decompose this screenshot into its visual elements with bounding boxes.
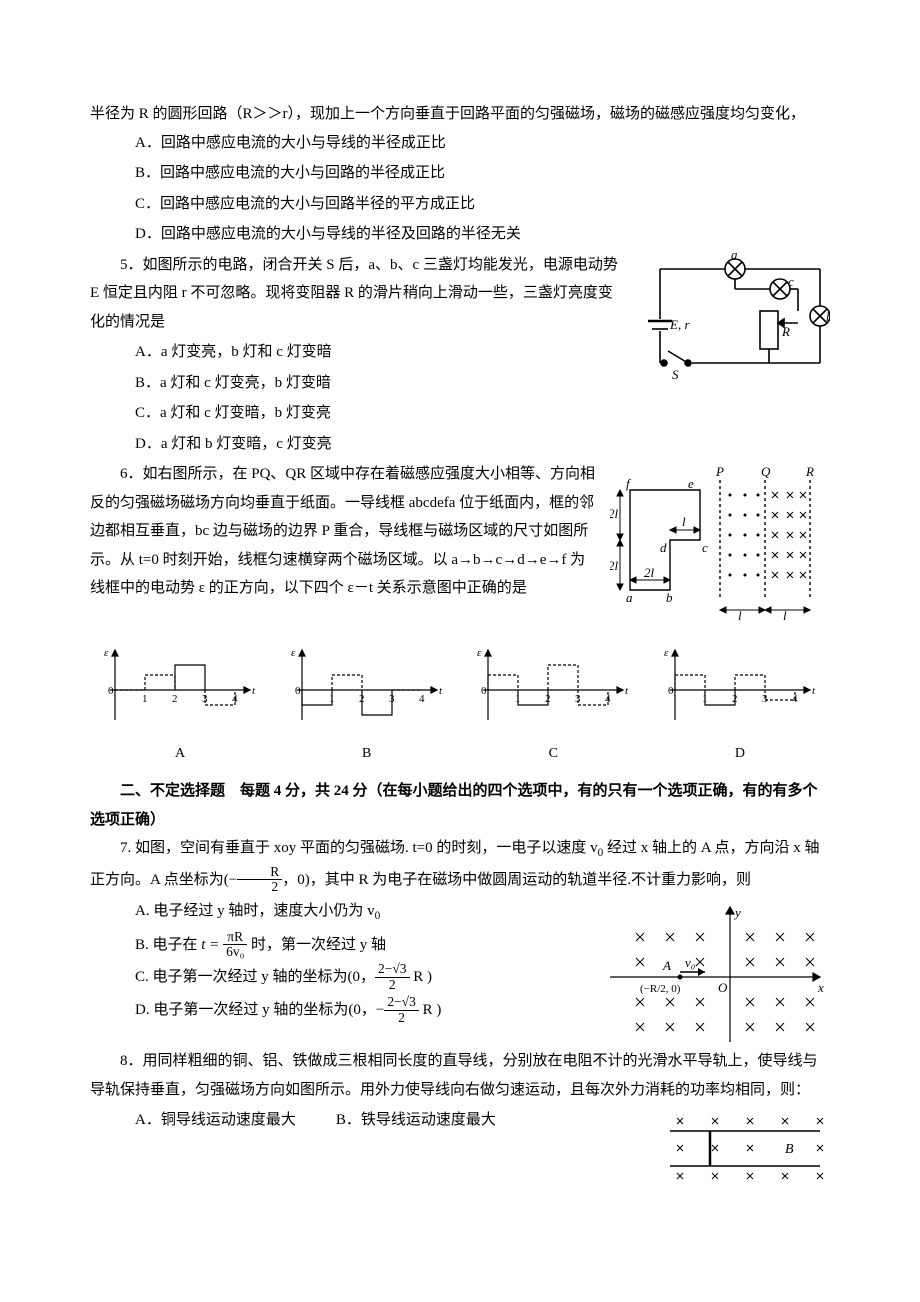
q7-block: 7. 如图，空间有垂直于 xoy 平面的匀强磁场. t=0 的时刻，一电子以速度…: [90, 834, 830, 1047]
lbl-b: b: [826, 309, 830, 324]
lbl-2l-2: 2l: [610, 558, 619, 573]
q5-opt-c: C．a 灯和 c 灯变暗，b 灯变亮: [90, 399, 830, 428]
svg-text:t: t: [812, 685, 816, 697]
lbl-B: B: [785, 1142, 794, 1157]
lbl-b: b: [666, 590, 673, 605]
svg-text:4: 4: [792, 693, 798, 705]
svg-text:0: 0: [295, 685, 301, 697]
svg-text:2: 2: [545, 693, 551, 705]
svg-text:4: 4: [232, 693, 238, 705]
lbl-2l-1: 2l: [610, 506, 619, 521]
q8-stem: 8．用同样粗细的铜、铝、铁做成三根相同长度的直导线，分别放在电阻不计的光滑水平导…: [90, 1047, 830, 1104]
svg-text:ε: ε: [477, 647, 482, 659]
axis-x: x: [817, 980, 824, 995]
diag-label-b: B: [287, 741, 447, 768]
q4-opt-c: C．回路中感应电流的大小与回路半径的平方成正比: [90, 190, 830, 219]
svg-text:ε: ε: [291, 647, 296, 659]
lbl-R: R: [805, 464, 814, 479]
q4-opt-d: D．回路中感应电流的大小与导线的半径及回路的半径无关: [90, 220, 830, 249]
q7-frac-den: 2: [237, 880, 282, 895]
lbl-c: c: [702, 540, 708, 555]
diag-label-d: D: [660, 741, 820, 768]
lbl-R: R: [781, 324, 790, 339]
q8-block: 8．用同样粗细的铜、铝、铁做成三根相同长度的直导线，分别放在电阻不计的光滑水平导…: [90, 1047, 830, 1186]
svg-text:0: 0: [668, 685, 674, 697]
q8-opts: A．铜导线运动速度最大 B．铁导线运动速度最大: [90, 1106, 650, 1135]
svg-text:2: 2: [172, 693, 178, 705]
origin: O: [718, 980, 728, 995]
q7-frac-num: R: [237, 865, 282, 881]
diagram-d: ε t 0 1 2 3 4 D: [660, 640, 820, 767]
q6-block: P Q R f e d c a b 2l 2l l 2l l l 6．如右图所示…: [90, 460, 830, 620]
diagram-c: ε t 0 1 2 3 4 C: [473, 640, 633, 767]
q8-opt-b: B．铁导线运动速度最大: [336, 1106, 496, 1135]
v0: v₀: [685, 955, 695, 970]
axis-y: y: [733, 905, 741, 920]
svg-text:1: 1: [329, 693, 335, 705]
svg-text:0: 0: [108, 685, 114, 697]
lbl-2l-3: 2l: [644, 565, 655, 580]
q6-figure: P Q R f e d c a b 2l 2l l 2l l l: [610, 460, 830, 620]
q5-opt-d: D．a 灯和 b 灯变暗，c 灯变亮: [90, 430, 830, 459]
q7-stem-pre: 7. 如图，空间有垂直于 xoy 平面的匀强磁场. t=0 的时刻，一电子以速度…: [120, 840, 598, 856]
q5-block: a c b R E, r S 5．如图所示的电路，闭合开关 S 后，a、b、c …: [90, 251, 830, 461]
diag-label-a: A: [100, 741, 260, 768]
svg-text:ε: ε: [664, 647, 669, 659]
q5-circuit: a c b R E, r S: [630, 251, 830, 381]
svg-text:3: 3: [389, 693, 395, 705]
q7-figure: y x O A v₀ (−R/2, 0): [600, 897, 830, 1047]
svg-text:3: 3: [762, 693, 768, 705]
section2-head: 二、不定选择题 每题 4 分，共 24 分（在每小题给出的四个选项中，有的只有一…: [90, 777, 830, 834]
q8-opt-a: A．铜导线运动速度最大: [135, 1106, 296, 1135]
q8-figure: B: [660, 1106, 830, 1186]
q7-svg: y x O A v₀ (−R/2, 0): [600, 897, 830, 1047]
lbl-c: c: [788, 274, 794, 289]
lbl-l-1: l: [682, 514, 686, 529]
svg-text:2: 2: [732, 693, 738, 705]
pt-A: A: [662, 958, 671, 973]
svg-text:3: 3: [202, 693, 208, 705]
lbl-l-3: l: [783, 608, 787, 620]
svg-text:4: 4: [419, 693, 425, 705]
q7-mid2: ，0)，其中 R 为电子在磁场中做圆周运动的轨道半径.不计重力影响，则: [282, 871, 751, 887]
q4-block: 半径为 R 的圆形回路（R＞＞r），现加上一个方向垂直于回路平面的匀强磁场，磁场…: [90, 100, 830, 249]
q8-svg: B: [660, 1106, 830, 1186]
circuit-svg: a c b R E, r S: [630, 251, 830, 381]
axis-eps: ε: [104, 647, 109, 659]
svg-text:1: 1: [515, 693, 521, 705]
lbl-P: P: [715, 464, 724, 479]
coord: (−R/2, 0): [640, 983, 681, 995]
diagram-a: ε t 0 1 2 3 4 A: [100, 640, 260, 767]
q4-intro: 半径为 R 的圆形回路（R＞＞r），现加上一个方向垂直于回路平面的匀强磁场，磁场…: [90, 100, 830, 129]
lbl-e: e: [688, 476, 694, 491]
lbl-S: S: [672, 367, 679, 381]
svg-text:2: 2: [359, 693, 365, 705]
q6-svg: P Q R f e d c a b 2l 2l l 2l l l: [610, 460, 830, 620]
svg-text:1: 1: [702, 693, 708, 705]
axis-t: t: [252, 685, 256, 697]
q7-neg: −: [229, 871, 237, 887]
lbl-Q: Q: [761, 464, 771, 479]
q4-opt-a: A．回路中感应电流的大小与导线的半径成正比: [90, 129, 830, 158]
q4-opt-b: B．回路中感应电流的大小与回路的半径成正比: [90, 159, 830, 188]
lbl-f: f: [626, 476, 632, 491]
svg-text:3: 3: [575, 693, 581, 705]
lbl-E: E, r: [669, 317, 690, 332]
q6-diagrams: ε t 0 1 2 3 4 A ε t 0: [90, 640, 830, 767]
svg-text:0: 0: [481, 685, 487, 697]
diag-label-c: C: [473, 741, 633, 768]
diagram-b: ε t 0 1 2 3 4 B: [287, 640, 447, 767]
lbl-a: a: [626, 590, 633, 605]
q7-stem: 7. 如图，空间有垂直于 xoy 平面的匀强磁场. t=0 的时刻，一电子以速度…: [90, 834, 830, 895]
lbl-l-2: l: [738, 608, 742, 620]
svg-text:t: t: [625, 685, 629, 697]
svg-text:1: 1: [142, 693, 148, 705]
lbl-d: d: [660, 540, 667, 555]
svg-text:4: 4: [605, 693, 611, 705]
svg-text:t: t: [439, 685, 443, 697]
lbl-a: a: [731, 251, 738, 262]
